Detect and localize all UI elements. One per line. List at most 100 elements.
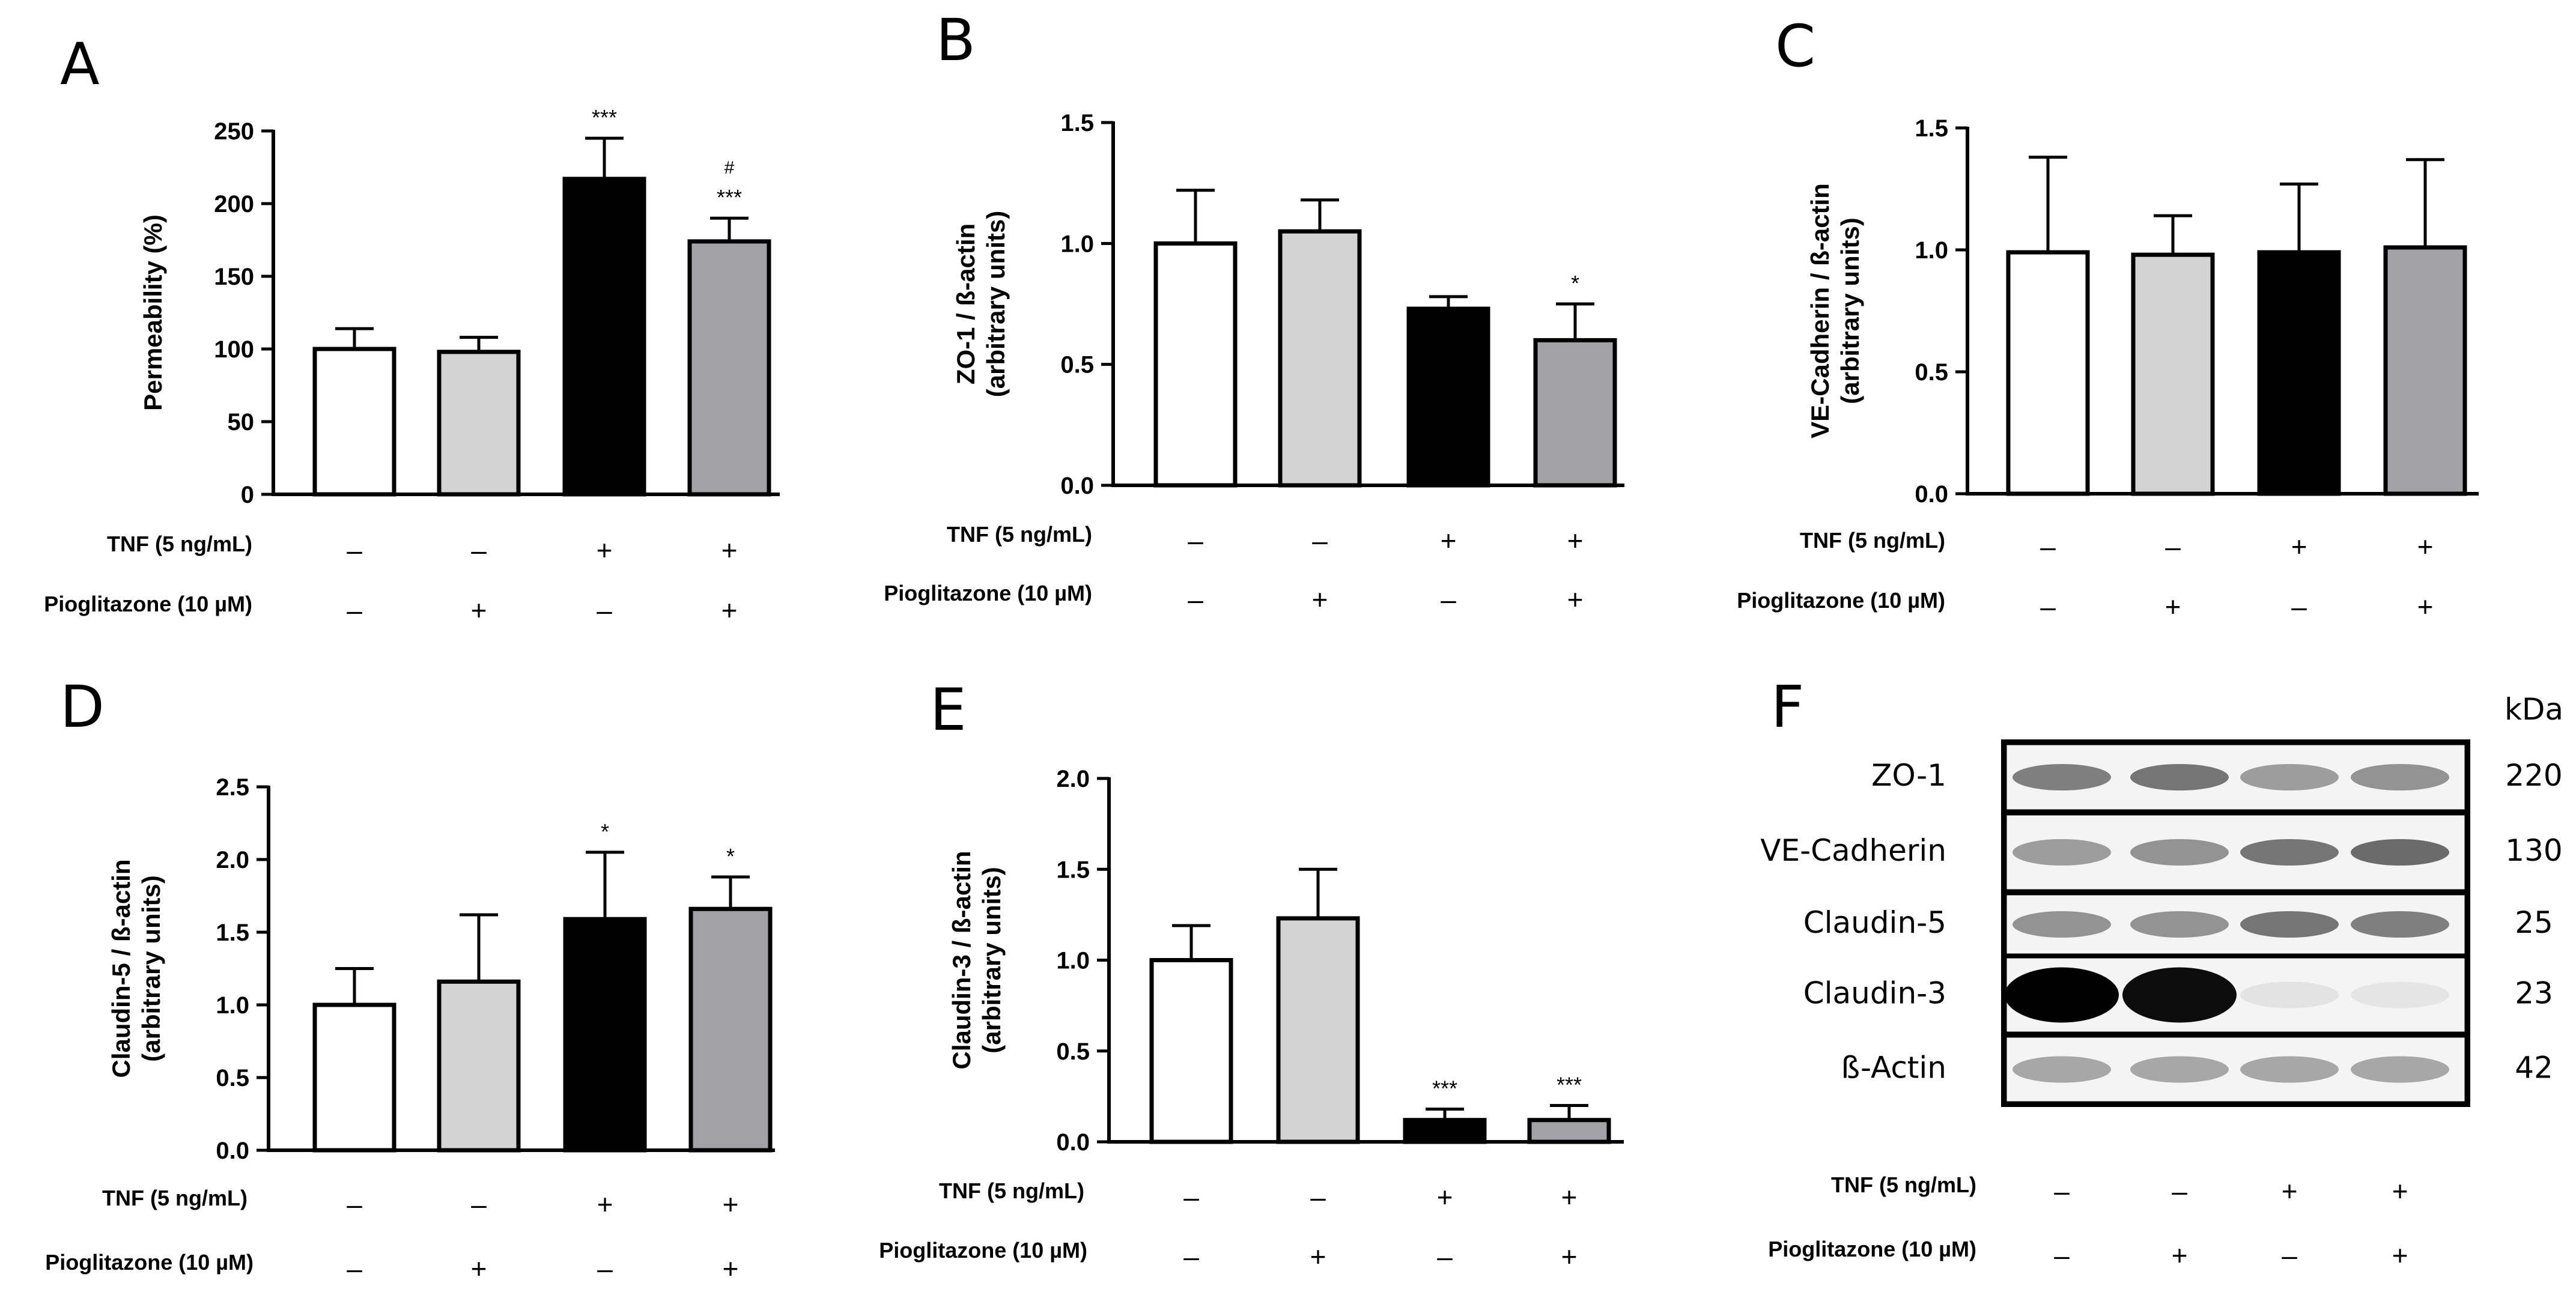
- blot-row-label: Claudin-5: [1803, 905, 1946, 940]
- panel-e: E 0.0 0.5 1.0 1.5 2.0 Claudin-3 / ß-actin(arb…: [879, 676, 1624, 1272]
- significance-mark: ***: [717, 185, 742, 210]
- y-tick-label: 0.5: [1915, 359, 1948, 386]
- bar: [562, 177, 646, 497]
- y-axis-label-line: (arbitrary units): [137, 875, 165, 1061]
- y-axis-label-line: VE-Cadherin / ß-actin: [1806, 183, 1834, 438]
- blot-band: [2351, 764, 2449, 790]
- significance-mark: #: [724, 158, 735, 178]
- y-tick-label: 1.0: [1056, 948, 1090, 974]
- y-tick-label: 1.0: [1915, 237, 1948, 264]
- y-tick-label: 1.5: [216, 920, 249, 946]
- y-tick-label: 0.5: [1060, 352, 1094, 378]
- significance-mark: ***: [1557, 1073, 1582, 1097]
- blot-row-label: VE-Cadherin: [1760, 833, 1946, 868]
- y-axis-label-line: Permeability (%): [139, 214, 167, 411]
- panel-letter-a: A: [60, 31, 100, 98]
- bar: [437, 979, 521, 1153]
- blot-band: [2130, 764, 2229, 790]
- tnf-sign: +: [1437, 1181, 1453, 1213]
- pio-sign: +: [721, 595, 738, 626]
- bar: [1278, 229, 1362, 488]
- bar: [1153, 241, 1238, 488]
- y-tick-label: 50: [228, 409, 255, 435]
- tnf-sign: –: [2165, 531, 2181, 562]
- y-tick-label: 1.5: [1060, 110, 1094, 136]
- chart-c: 0.0 0.5 1.0 1.5 VE-Cadherin / ß-actin(arbitr…: [1806, 115, 2479, 508]
- tnf-label-f: TNF (5 ng/mL): [1831, 1172, 1976, 1197]
- panel-letter-b: B: [936, 7, 976, 74]
- kda-value: 25: [2515, 905, 2553, 940]
- bar: [2383, 245, 2467, 496]
- chart-a: 0 50 100 150 200 250 Permeability (%) *** *** #: [139, 105, 780, 508]
- tnf-sign: +: [597, 535, 613, 566]
- blot-band: [2240, 981, 2339, 1008]
- pio-sign: +: [2392, 1240, 2408, 1271]
- pio-sign: –: [2291, 591, 2307, 622]
- pio-sign: –: [2054, 1240, 2070, 1271]
- signs-c: – – – + + – + +: [2040, 531, 2433, 622]
- pio-sign: –: [347, 1253, 362, 1284]
- pio-sign: +: [1567, 584, 1584, 615]
- y-axis-label-line: Claudin-5 / ß-actin: [107, 859, 135, 1078]
- blot-band: [2240, 1056, 2339, 1083]
- y-axis-label: Claudin-5 / ß-actin(arbitrary units): [107, 859, 165, 1078]
- pio-label-d: Pioglitazone (10 µM): [45, 1250, 254, 1275]
- blot-band: [2351, 981, 2449, 1008]
- significance-mark: *: [1571, 271, 1579, 296]
- signs-e: – – – + + – + +: [1183, 1181, 1577, 1272]
- signs-d: – – – + + – + +: [347, 1189, 738, 1284]
- blot-band: [2005, 967, 2119, 1023]
- tnf-sign: –: [347, 1189, 362, 1220]
- blot-band: [2130, 839, 2229, 866]
- blot-area: ZO-1 220 VE-Cadherin 130 Claudin-5 25 Claudin-…: [1760, 739, 2563, 1107]
- bar: [1406, 306, 1490, 488]
- tnf-sign: –: [471, 1189, 487, 1220]
- panel-b: B 0.0 0.5 1.0 1.5 ZO-1 / ß-actin(arbitrary u…: [884, 7, 1624, 615]
- bar: [437, 350, 521, 497]
- y-tick-label: 1.5: [1056, 857, 1090, 883]
- pio-label-e: Pioglitazone (10 µM): [879, 1238, 1087, 1263]
- blot-band: [2012, 911, 2111, 938]
- pio-sign: –: [1441, 584, 1456, 615]
- panel-c: C 0.0 0.5 1.0 1.5 VE-Cadherin / ß-actin(arbi…: [1737, 13, 2479, 622]
- pio-label-b: Pioglitazone (10 µM): [884, 581, 1092, 605]
- y-axis-label-line: (arbitrary units): [982, 211, 1010, 397]
- chart-e: 0.0 0.5 1.0 1.5 2.0 Claudin-3 / ß-actin(arbit…: [947, 766, 1624, 1156]
- y-axis-label: Claudin-3 / ß-actin(arbitrary units): [947, 851, 1006, 1069]
- tnf-sign: +: [597, 1189, 613, 1220]
- y-tick-label: 0.5: [1056, 1039, 1090, 1065]
- blot-row-label: Claudin-3: [1803, 976, 1946, 1011]
- bar: [1149, 958, 1233, 1144]
- tnf-sign: +: [2282, 1175, 2298, 1207]
- panel-a: A 0 50 100 150 200 250 Permeability (%) *** *** #…: [44, 31, 780, 626]
- blot-band: [2130, 911, 2229, 938]
- bar: [2131, 252, 2215, 496]
- y-tick-label: 0.0: [216, 1138, 249, 1164]
- tnf-label-e: TNF (5 ng/mL): [939, 1178, 1084, 1203]
- panel-letter-f: F: [1771, 673, 1804, 741]
- y-axis-label: ZO-1 / ß-actin(arbitrary units): [952, 211, 1010, 397]
- pio-sign: –: [2040, 591, 2056, 622]
- y-tick-label: 0.0: [1060, 473, 1094, 499]
- pio-sign: –: [2282, 1240, 2297, 1271]
- tnf-sign: –: [2054, 1175, 2070, 1207]
- tnf-sign: –: [1183, 1181, 1199, 1213]
- y-axis-label-line: ZO-1 / ß-actin: [952, 223, 980, 384]
- bar: [1276, 916, 1360, 1144]
- tnf-sign: –: [2040, 531, 2056, 562]
- tnf-label-b: TNF (5 ng/mL): [947, 522, 1092, 547]
- pio-label-a: Pioglitazone (10 µM): [44, 592, 252, 616]
- pio-label-c: Pioglitazone (10 µM): [1737, 588, 1945, 613]
- pio-sign: –: [1183, 1241, 1199, 1272]
- y-axis-label-line: Claudin-3 / ß-actin: [947, 851, 976, 1069]
- kda-value: 220: [2505, 758, 2562, 793]
- y-tick-label: 150: [214, 264, 254, 290]
- y-tick-label: 250: [214, 118, 254, 145]
- tnf-sign: –: [2172, 1175, 2187, 1207]
- chart-d: 0.0 0.5 1.0 1.5 2.0 2.5 Claudin-5 / ß-actin(ar…: [107, 774, 775, 1164]
- pio-sign: –: [347, 595, 362, 626]
- pio-sign: –: [1188, 584, 1203, 615]
- pio-sign: –: [597, 595, 612, 626]
- blot-band: [2122, 967, 2237, 1023]
- blot-row-label: ZO-1: [1871, 758, 1946, 793]
